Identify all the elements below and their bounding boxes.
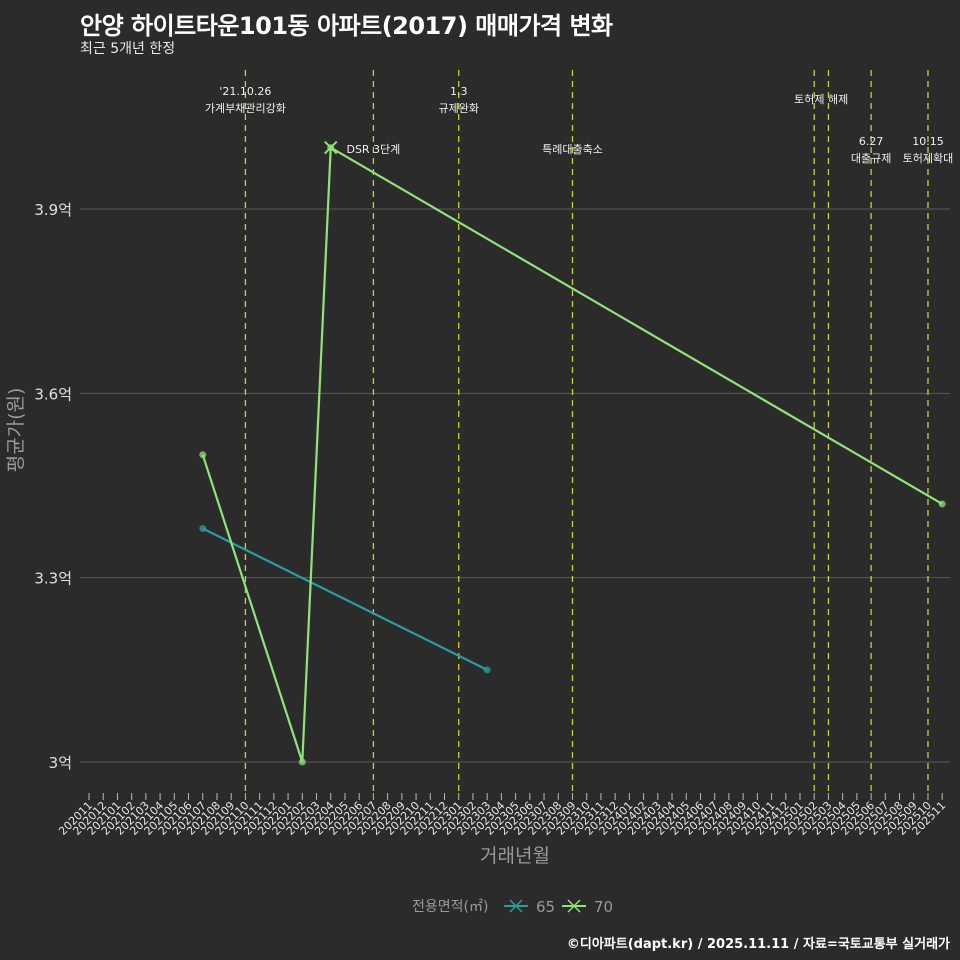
data-point (483, 666, 491, 674)
event-date-label: 1.3 (450, 85, 468, 98)
event-label: DSR 3단계 (346, 143, 400, 156)
event-label: 대출규제 (851, 152, 891, 165)
event-label: 특례대출축소 (542, 143, 603, 156)
chart-title: 안양 하이트타운101동 아파트(2017) 매매가격 변화 (80, 12, 613, 40)
y-axis-title: 평균가(원) (5, 388, 27, 473)
y-tick-label: 3.3억 (34, 570, 72, 588)
event-label: 토허제 해제 (794, 92, 848, 106)
data-point (199, 525, 207, 533)
event-date-label: 10.15 (912, 135, 944, 148)
chart-subtitle: 최근 5개년 한정 (80, 41, 176, 57)
event-date-label: 6.27 (859, 135, 884, 148)
data-point (199, 451, 207, 459)
series-line-70 (201, 145, 943, 763)
legend-label: 70 (594, 898, 613, 916)
series-line-65 (202, 527, 488, 671)
legend-x-icon (567, 899, 581, 913)
x-axis-title: 거래년월 (480, 845, 550, 867)
y-tick-label: 3.9억 (34, 201, 72, 219)
y-tick-label: 3.6억 (34, 385, 72, 403)
legend-title: 전용면적(㎡) (412, 899, 488, 915)
source-caption: ©디아파트(dapt.kr) / 2025.11.11 / 자료=국토교통부 실… (566, 937, 950, 952)
event-date-label: '21.10.26 (219, 85, 271, 98)
y-tick-label: 3억 (49, 754, 72, 772)
data-point (938, 500, 946, 508)
data-point (298, 758, 306, 766)
event-label: 토허제확대 (903, 152, 954, 165)
legend-x-icon (509, 899, 523, 913)
legend-label: 65 (536, 898, 555, 916)
event-label: 규제완화 (438, 102, 478, 115)
max-marker-icon (324, 140, 338, 155)
event-label: 가계부채관리강화 (205, 102, 286, 115)
